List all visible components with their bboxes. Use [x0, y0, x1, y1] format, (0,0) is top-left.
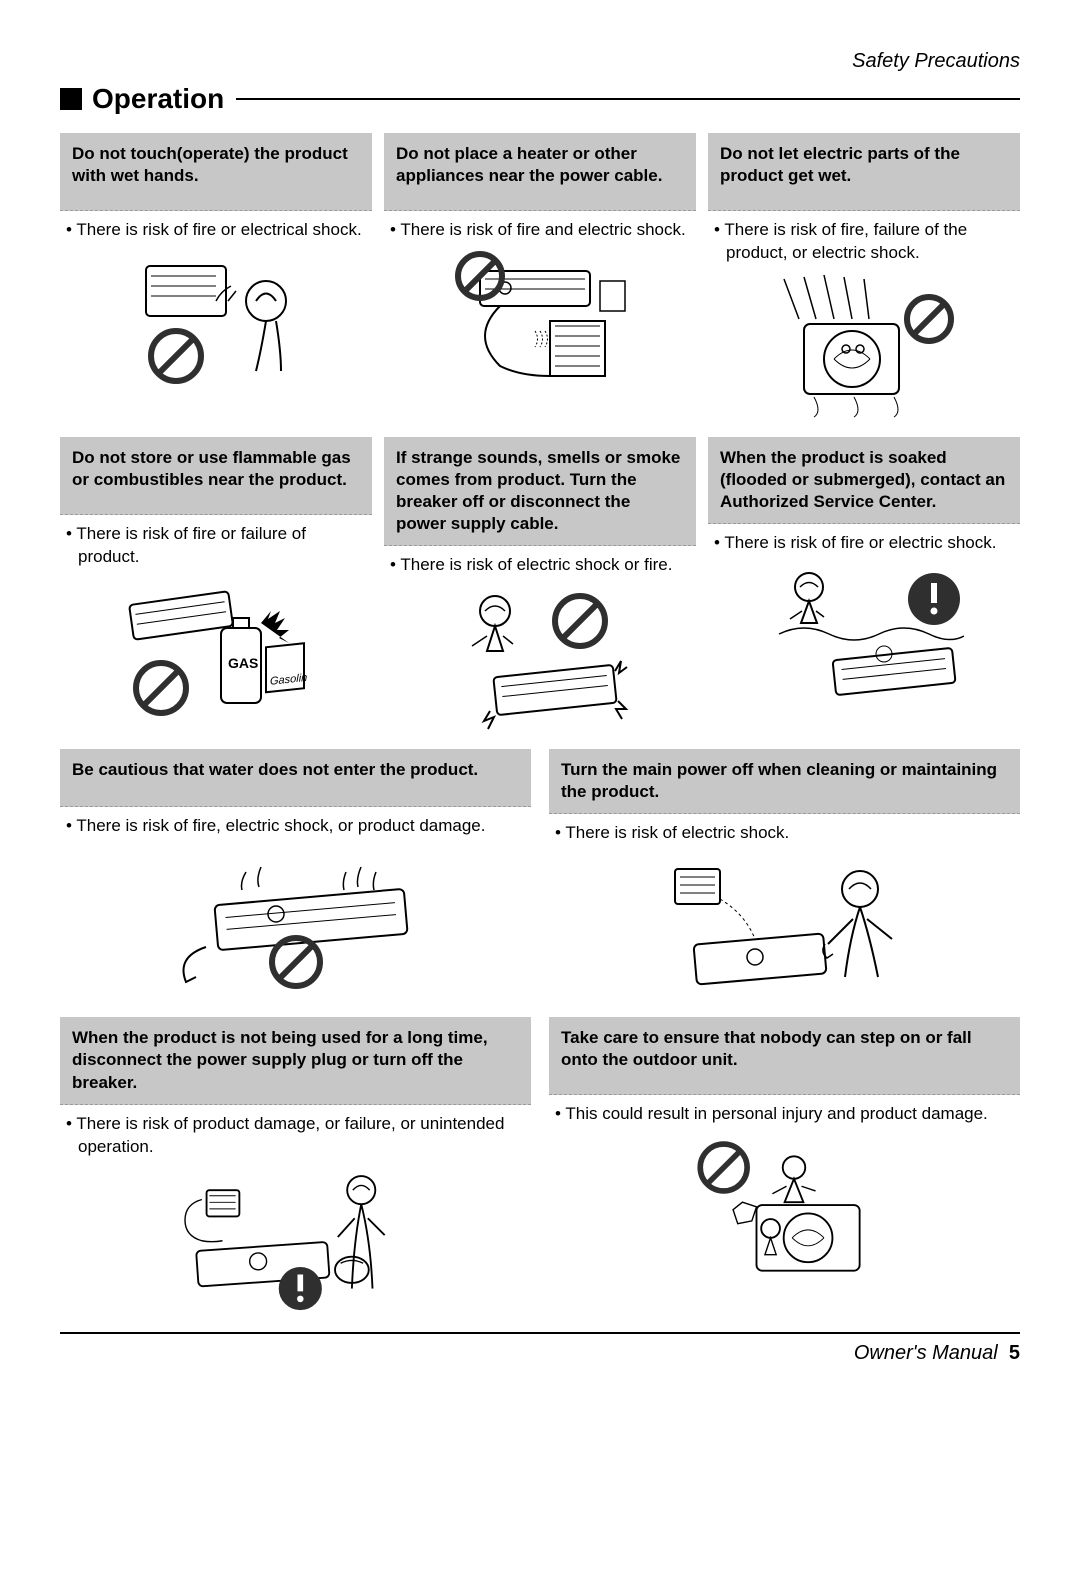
illustration-power-off-clean	[549, 849, 1020, 999]
illustration-flammable-gas: GAS Gasolin	[60, 573, 372, 723]
warning-bullet: There is risk of fire and electric shock…	[384, 211, 696, 246]
warning-heading: If strange sounds, smells or smoke comes…	[384, 437, 696, 546]
warning-row-3: Be cautious that water does not enter th…	[60, 749, 1020, 999]
warning-heading: Do not let electric parts of the product…	[708, 133, 1020, 211]
svg-text:Gasolin: Gasolin	[270, 672, 307, 688]
illustration-water-enter	[60, 842, 531, 992]
warning-card: Do not place a heater or other appliance…	[384, 133, 696, 396]
section-title-row: Operation	[60, 83, 1020, 115]
warning-heading: Be cautious that water does not enter th…	[60, 749, 531, 807]
warning-card: If strange sounds, smells or smoke comes…	[384, 437, 696, 731]
svg-text:GAS: GAS	[228, 655, 258, 671]
warning-bullet: There is risk of fire, electric shock, o…	[60, 807, 531, 842]
horizontal-rule	[236, 98, 1020, 100]
illustration-disconnect-plug	[60, 1162, 531, 1312]
warning-card: When the product is not being used for a…	[60, 1017, 531, 1312]
warning-heading: Do not store or use flammable gas or com…	[60, 437, 372, 515]
warning-heading: Do not touch(operate) the product with w…	[60, 133, 372, 211]
warning-card: Take care to ensure that nobody can step…	[549, 1017, 1020, 1280]
warning-card: Do not store or use flammable gas or com…	[60, 437, 372, 723]
warning-card: Do not touch(operate) the product with w…	[60, 133, 372, 396]
warning-card: Do not let electric parts of the product…	[708, 133, 1020, 419]
page-footer: Owner's Manual 5	[60, 1342, 1020, 1365]
warning-bullet: There is risk of fire or electrical shoc…	[60, 211, 372, 246]
footer-rule	[60, 1332, 1020, 1334]
warning-row-4: When the product is not being used for a…	[60, 1017, 1020, 1312]
warning-bullet: There is risk of product damage, or fail…	[60, 1105, 531, 1163]
warning-heading: When the product is not being used for a…	[60, 1017, 531, 1104]
warning-card: Be cautious that water does not enter th…	[60, 749, 531, 992]
warning-heading: Take care to ensure that nobody can step…	[549, 1017, 1020, 1095]
warning-card: Turn the main power off when cleaning or…	[549, 749, 1020, 999]
illustration-step-outdoor-unit	[549, 1130, 1020, 1280]
page-header-breadcrumb: Safety Precautions	[60, 50, 1020, 73]
warning-heading: Do not place a heater or other appliance…	[384, 133, 696, 211]
warning-heading: Turn the main power off when cleaning or…	[549, 749, 1020, 814]
illustration-flooded-service	[708, 559, 1020, 709]
warning-row-2: Do not store or use flammable gas or com…	[60, 437, 1020, 731]
warning-bullet: There is risk of fire or electric shock.	[708, 524, 1020, 559]
warning-heading: When the product is soaked (flooded or s…	[708, 437, 1020, 524]
square-bullet-icon	[60, 88, 82, 110]
illustration-wet-hands	[60, 246, 372, 396]
warning-row-1: Do not touch(operate) the product with w…	[60, 133, 1020, 419]
footer-label: Owner's Manual	[854, 1342, 998, 1364]
warning-bullet: There is risk of fire, failure of the pr…	[708, 211, 1020, 269]
warning-bullet: This could result in personal injury and…	[549, 1095, 1020, 1130]
warning-bullet: There is risk of electric shock or fire.	[384, 546, 696, 581]
illustration-smoke-breaker	[384, 581, 696, 731]
illustration-electric-wet	[708, 269, 1020, 419]
illustration-heater-cable	[384, 246, 696, 396]
section-title: Operation	[92, 83, 224, 115]
footer-page-number: 5	[1009, 1342, 1020, 1364]
warning-bullet: There is risk of electric shock.	[549, 814, 1020, 849]
warning-card: When the product is soaked (flooded or s…	[708, 437, 1020, 709]
warning-bullet: There is risk of fire or failure of prod…	[60, 515, 372, 573]
